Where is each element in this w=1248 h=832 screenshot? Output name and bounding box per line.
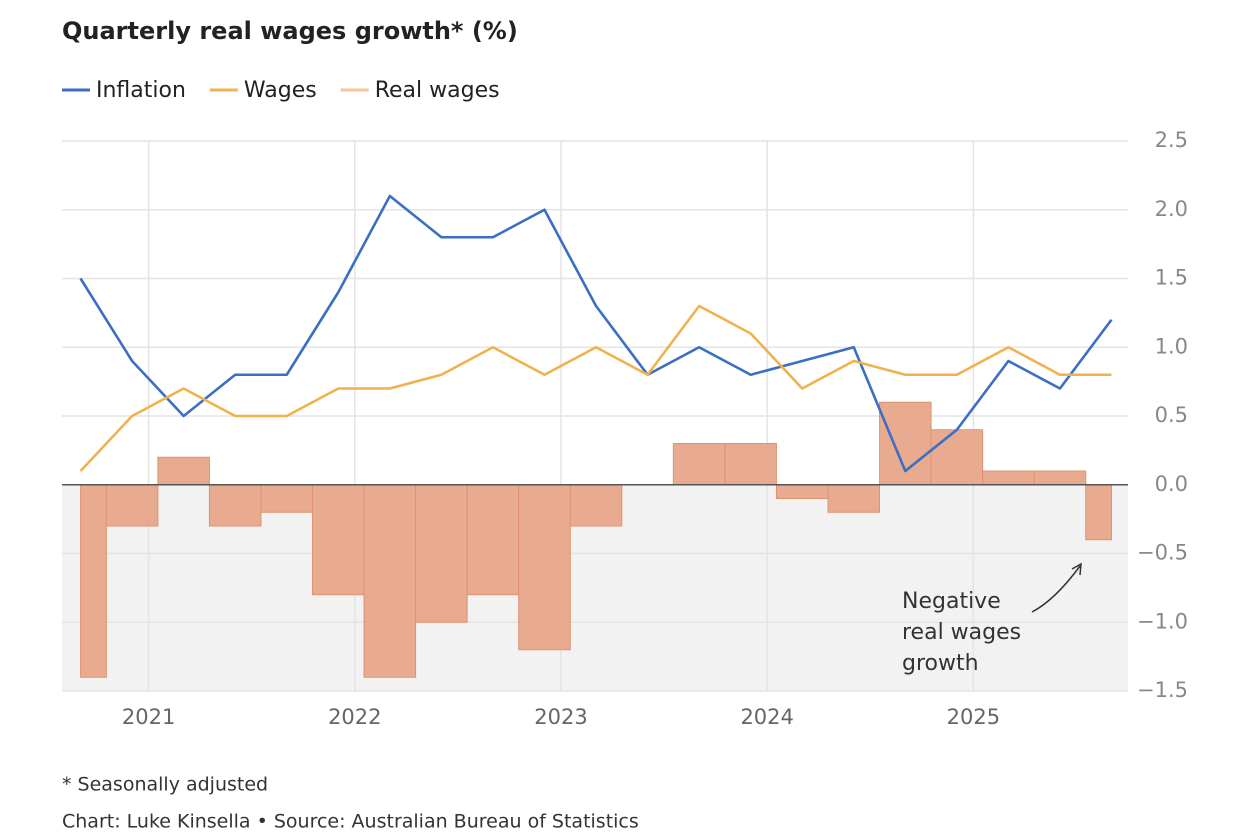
annotation: growth	[902, 651, 979, 676]
series-line	[79, 304, 1112, 472]
x-tick-label: 2022	[328, 705, 381, 729]
chart-title: Quarterly real wages growth* (%)	[62, 17, 518, 45]
y-tick-label: 2.5	[1155, 128, 1188, 152]
real-wages-bar	[466, 484, 520, 596]
y-tick-label: 0.0	[1155, 472, 1188, 496]
real-wages-bar	[982, 470, 1035, 486]
source: Chart: Luke Kinsella • Source: Australia…	[62, 811, 639, 832]
x-tick-label: 2021	[122, 705, 175, 729]
y-tick-label: −1.5	[1137, 678, 1188, 702]
annotation-arrowhead	[1071, 562, 1082, 576]
real-wages-bar	[879, 401, 932, 486]
real-wages-bar	[827, 484, 881, 513]
y-tick-label: 2.0	[1155, 197, 1188, 221]
real-wages-bar	[672, 443, 726, 486]
real-wages-bar	[724, 443, 777, 486]
footnote: * Seasonally adjusted	[62, 774, 268, 796]
real-wages-bar	[1085, 484, 1113, 541]
real-wages-bar	[775, 484, 829, 499]
y-tick-label: 0.5	[1155, 403, 1188, 427]
plot-area: −1.5 −1.0 −0.5 0.0 0.5 1.0 1.5 2.0 2.5 2021 2022 20…	[62, 128, 1188, 729]
legend-label: Real wages	[375, 78, 500, 103]
y-tick-label: −0.5	[1137, 541, 1188, 565]
series-line	[79, 194, 1113, 473]
annotation: real wages	[902, 620, 1021, 645]
real-wages-bar	[1033, 470, 1087, 486]
real-wages-bar	[157, 456, 210, 486]
real-wages-bar	[363, 484, 417, 678]
real-wages-bar	[518, 484, 571, 651]
real-wages-bar	[569, 484, 623, 527]
legend-label: Wages	[244, 78, 317, 103]
real-wages-bar	[415, 484, 468, 623]
x-tick-label: 2024	[740, 705, 793, 729]
legend: Inflation Wages Real wages	[62, 78, 500, 103]
annotation-arrow	[1031, 565, 1081, 613]
x-tick-label: 2025	[947, 705, 1000, 729]
annotation: Negative	[902, 589, 1001, 614]
y-tick-label: 1.0	[1155, 334, 1188, 358]
real-wages-bar	[260, 484, 314, 513]
x-tick-label: 2023	[534, 705, 587, 729]
real-wages-bar	[80, 484, 107, 678]
y-tick-label: 1.5	[1155, 266, 1188, 290]
real-wages-bar	[312, 484, 365, 596]
y-tick-label: −1.0	[1137, 609, 1188, 633]
real-wages-bar	[930, 429, 984, 486]
real-wages-bar	[208, 484, 262, 527]
real-wages-bar	[105, 484, 159, 527]
legend-label: Inflation	[96, 78, 186, 103]
